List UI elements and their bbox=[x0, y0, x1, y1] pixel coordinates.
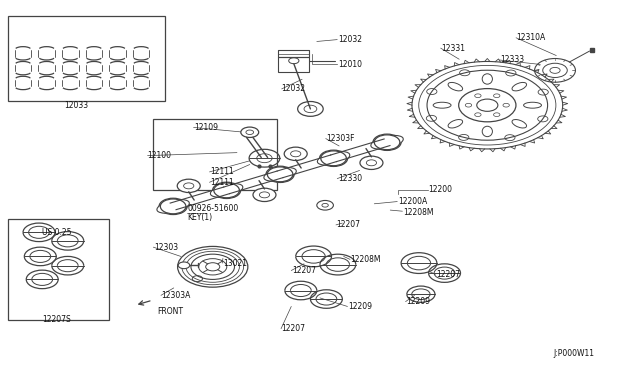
Circle shape bbox=[161, 199, 186, 214]
Ellipse shape bbox=[317, 151, 350, 165]
Text: 12209: 12209 bbox=[406, 297, 430, 306]
Bar bbox=[8, 219, 109, 320]
Text: J:P000W11: J:P000W11 bbox=[554, 349, 595, 358]
Bar bbox=[278, 57, 309, 72]
Text: 12310A: 12310A bbox=[516, 33, 546, 42]
Text: 12033: 12033 bbox=[64, 101, 88, 110]
Circle shape bbox=[317, 201, 333, 210]
Text: 12111: 12111 bbox=[210, 167, 234, 176]
Text: 12207: 12207 bbox=[436, 270, 460, 279]
Text: 12333: 12333 bbox=[500, 55, 524, 64]
Text: 12200: 12200 bbox=[429, 185, 452, 194]
Text: 12207: 12207 bbox=[337, 221, 360, 230]
Circle shape bbox=[177, 179, 200, 193]
Text: 12100: 12100 bbox=[148, 151, 172, 160]
Text: 13021: 13021 bbox=[223, 259, 247, 267]
Circle shape bbox=[159, 198, 187, 215]
Ellipse shape bbox=[264, 167, 296, 181]
Circle shape bbox=[268, 167, 293, 182]
Text: US 0.25: US 0.25 bbox=[42, 228, 72, 237]
Text: 12010: 12010 bbox=[338, 60, 362, 69]
Text: KEY(1): KEY(1) bbox=[187, 213, 212, 222]
Bar bbox=[8, 16, 166, 101]
Text: 12200A: 12200A bbox=[398, 197, 427, 206]
Circle shape bbox=[266, 166, 294, 183]
Text: 12111: 12111 bbox=[210, 178, 234, 187]
Circle shape bbox=[319, 150, 348, 166]
Circle shape bbox=[373, 134, 401, 150]
Text: 12303A: 12303A bbox=[162, 291, 191, 300]
Text: 12207S: 12207S bbox=[42, 315, 71, 324]
Text: 00926-51600: 00926-51600 bbox=[187, 205, 239, 214]
Text: 12207: 12207 bbox=[292, 266, 316, 275]
Text: 12208M: 12208M bbox=[351, 255, 381, 264]
Text: 12209: 12209 bbox=[348, 302, 372, 311]
Circle shape bbox=[360, 156, 383, 170]
Text: 12207: 12207 bbox=[282, 324, 306, 333]
Ellipse shape bbox=[371, 135, 403, 149]
Ellipse shape bbox=[157, 200, 189, 213]
Circle shape bbox=[321, 151, 346, 166]
Text: 12032: 12032 bbox=[282, 84, 306, 93]
Ellipse shape bbox=[211, 183, 243, 197]
Circle shape bbox=[253, 188, 276, 202]
Text: 12303F: 12303F bbox=[326, 134, 355, 143]
Circle shape bbox=[212, 182, 241, 199]
Text: 12208M: 12208M bbox=[403, 208, 433, 217]
Text: 12303: 12303 bbox=[154, 243, 178, 251]
Bar bbox=[153, 119, 276, 190]
Text: FRONT: FRONT bbox=[157, 307, 183, 316]
Text: 12331: 12331 bbox=[442, 44, 465, 52]
Circle shape bbox=[214, 183, 239, 198]
Bar bbox=[278, 49, 309, 57]
Circle shape bbox=[374, 135, 400, 150]
Circle shape bbox=[284, 147, 307, 160]
Text: 12032: 12032 bbox=[338, 35, 362, 44]
Circle shape bbox=[178, 262, 189, 269]
Text: 12109: 12109 bbox=[194, 123, 218, 132]
Text: 12330: 12330 bbox=[338, 174, 362, 183]
